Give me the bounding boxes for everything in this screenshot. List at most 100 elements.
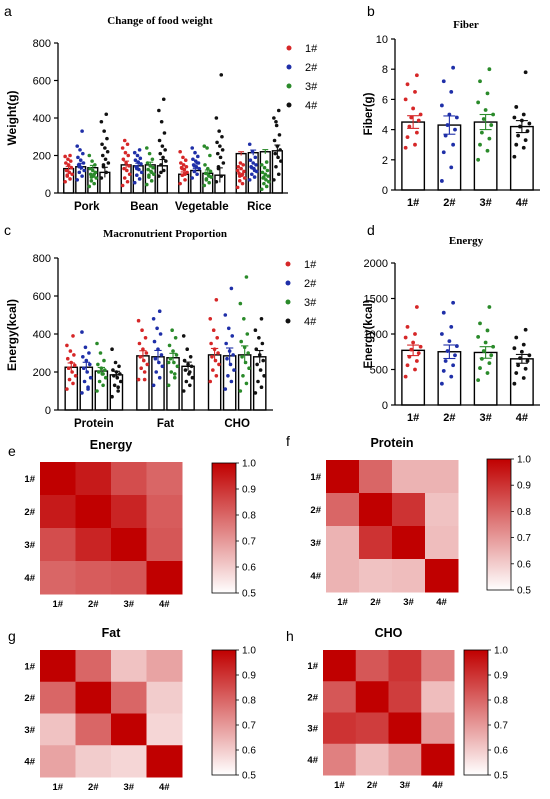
data-point (217, 362, 221, 367)
data-point (100, 153, 105, 158)
chart-title: Fat (102, 626, 122, 640)
heatmap-cell (75, 561, 112, 595)
data-point (260, 170, 265, 175)
data-point (174, 353, 179, 357)
data-point (182, 358, 187, 363)
category-label: 2# (443, 197, 455, 209)
y-tick-label: 600 (33, 76, 51, 88)
colorbar-tick-label: 0.8 (517, 507, 531, 518)
category-label: 1# (407, 412, 419, 424)
data-point (75, 178, 80, 182)
y-tick-label: 0 (382, 185, 388, 197)
y-axis-label: Energy(kcal) (5, 299, 19, 371)
data-point (259, 187, 264, 192)
data-point (491, 112, 496, 117)
data-point (101, 163, 106, 167)
y-tick-label: 0 (45, 188, 51, 200)
data-point (81, 355, 85, 359)
data-point (166, 360, 171, 365)
panel-letter: g (8, 628, 16, 644)
y-tick-label: 10 (376, 34, 388, 46)
data-point (242, 169, 246, 174)
data-point (235, 168, 240, 173)
colorbar-tick-label: 0.7 (242, 537, 256, 548)
data-point (489, 353, 494, 358)
data-point (266, 179, 271, 184)
data-point (478, 142, 482, 147)
data-point (150, 157, 155, 162)
chart-title: Change of food weight (107, 15, 213, 27)
heatmap-cell (40, 561, 76, 595)
data-point (123, 150, 128, 155)
data-point (190, 146, 195, 150)
data-point (89, 175, 94, 179)
data-point (171, 349, 175, 353)
data-point (521, 376, 526, 380)
data-point (143, 336, 148, 340)
data-point (261, 358, 266, 363)
heatmap-cell (75, 681, 112, 714)
data-point (512, 346, 517, 351)
data-point (516, 133, 521, 138)
colorbar-tick-label: 0.7 (517, 533, 531, 544)
data-point (63, 179, 67, 184)
bar (437, 351, 462, 406)
data-point (157, 309, 162, 314)
data-point (449, 374, 454, 379)
data-point (485, 91, 490, 96)
heatmap-cell (75, 745, 112, 778)
data-point (190, 375, 195, 380)
data-point (103, 368, 107, 372)
data-point (88, 166, 92, 171)
data-point (481, 349, 486, 353)
data-point (276, 108, 281, 113)
data-point (451, 300, 456, 305)
heatmap-cell (392, 526, 426, 560)
heatmap-cell (359, 460, 393, 494)
legend-label: 2# (305, 62, 318, 74)
heatmap-cell (111, 561, 147, 595)
bar (473, 121, 498, 191)
chart-title: Protein (370, 436, 413, 450)
data-point (230, 334, 235, 338)
data-point (132, 180, 137, 185)
data-point (99, 176, 104, 180)
data-point (64, 168, 69, 173)
y-axis-label: Energy(kcal) (363, 299, 375, 368)
colorbar (463, 649, 489, 776)
y-tick-label: 3# (24, 725, 35, 736)
data-point (80, 330, 84, 334)
data-point (157, 108, 161, 113)
data-point (195, 172, 199, 177)
data-point (77, 170, 82, 175)
data-point (102, 358, 106, 363)
heatmap-cell (111, 495, 147, 529)
data-point (159, 353, 164, 357)
heatmap-cell (388, 712, 422, 745)
data-point (169, 370, 174, 374)
data-point (239, 339, 244, 344)
y-tick-label: 200 (33, 367, 51, 379)
data-point (251, 161, 256, 165)
data-point (259, 385, 264, 390)
data-point (521, 342, 526, 347)
chart-title: Macronutrient Proportion (103, 228, 227, 240)
data-point (67, 377, 72, 382)
data-point (223, 313, 228, 317)
data-point (235, 185, 240, 190)
legend-label: 4# (305, 100, 318, 112)
data-point (183, 368, 188, 372)
data-point (403, 97, 408, 102)
data-point (65, 387, 69, 391)
x-tick-label: 4# (436, 597, 447, 608)
data-point (262, 181, 266, 186)
heatmap-cell (425, 559, 459, 593)
data-point (276, 172, 281, 177)
y-tick-label: 6 (382, 94, 388, 106)
chart-title: CHO (375, 626, 403, 640)
heatmap-cell (421, 712, 455, 745)
data-point (405, 82, 410, 87)
data-point (135, 153, 140, 158)
data-point (181, 163, 186, 167)
data-point (476, 100, 481, 105)
